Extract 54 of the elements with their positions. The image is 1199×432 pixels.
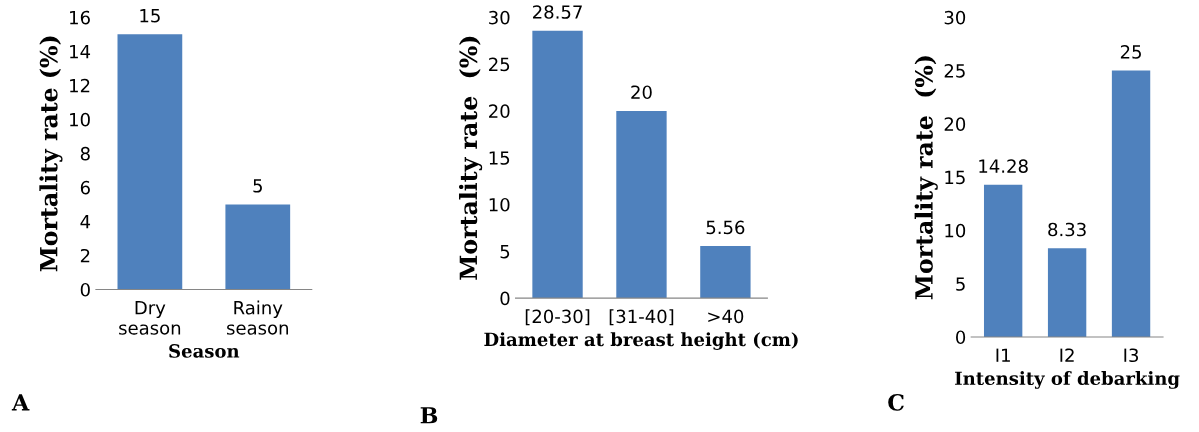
y-tick-label: 25 [489,57,510,72]
x-tick-label: [31-40] [609,309,674,326]
data-label: 25 [1120,45,1141,59]
x-axis-title: Intensity of debarking [955,371,1180,389]
y-tick-label: 15 [945,170,965,185]
text: B [420,407,438,424]
y-tick-label: 2 [80,248,90,263]
bar [700,246,751,299]
y-tick-label: 5 [956,277,965,291]
x-tick-label: Rainy season [227,300,288,335]
bar [616,110,667,299]
x-tick-label: >40 [708,309,744,324]
y-tick-label: 16 [70,10,90,25]
x-tick-label: Dry season [119,301,181,335]
x-tick-label: I3 [1124,348,1139,363]
data-label: 8.33 [1048,222,1086,237]
y-tick-label: 10 [945,223,966,238]
y-axis-title: Mortality rate (%) [458,36,483,280]
y-tick-label: 20 [489,104,510,118]
data-label: 15 [140,9,160,23]
y-tick-label: 6 [80,180,90,195]
x-axis-title: Diameter at breast height (cm) [484,332,798,350]
y-tick-label: 20 [944,117,966,131]
y-axis-title: Mortality rate (%) [914,56,938,300]
y-tick-label: 5 [500,244,510,259]
y-tick-label: 0 [80,282,90,297]
y-tick-label: 10 [70,112,90,127]
data-label: 5 [253,179,262,193]
bar [532,30,583,299]
y-tick-label: 14 [70,45,91,59]
bar [983,184,1023,337]
y-tick-label: 30 [944,10,966,25]
x-axis-title: Season [169,344,240,358]
y-tick-label: 12 [70,78,90,93]
bar [1047,248,1087,337]
data-label: 20 [631,85,652,100]
y-tick-label: 0 [956,330,966,345]
y-axis-title: Mortality rate (%) [39,36,63,272]
x-tick-label: [20-30] [525,309,590,326]
bar [1111,70,1151,337]
y-tick-label: 25 [944,64,965,78]
data-label: 28.57 [533,5,582,19]
y-tick-label: 15 [489,151,510,165]
y-tick-label: 30 [489,10,510,25]
x-tick-label: I2 [1060,348,1074,362]
y-tick-label: 10 [489,197,510,212]
data-label: 14.28 [979,159,1028,173]
y-tick-label: 0 [500,291,510,306]
text: A [11,394,30,411]
text: C [888,393,904,411]
data-label: 5.56 [706,220,745,235]
y-tick-label: 8 [80,146,90,161]
y-tick-label: 4 [80,215,91,229]
x-tick-label: I1 [996,348,1010,362]
